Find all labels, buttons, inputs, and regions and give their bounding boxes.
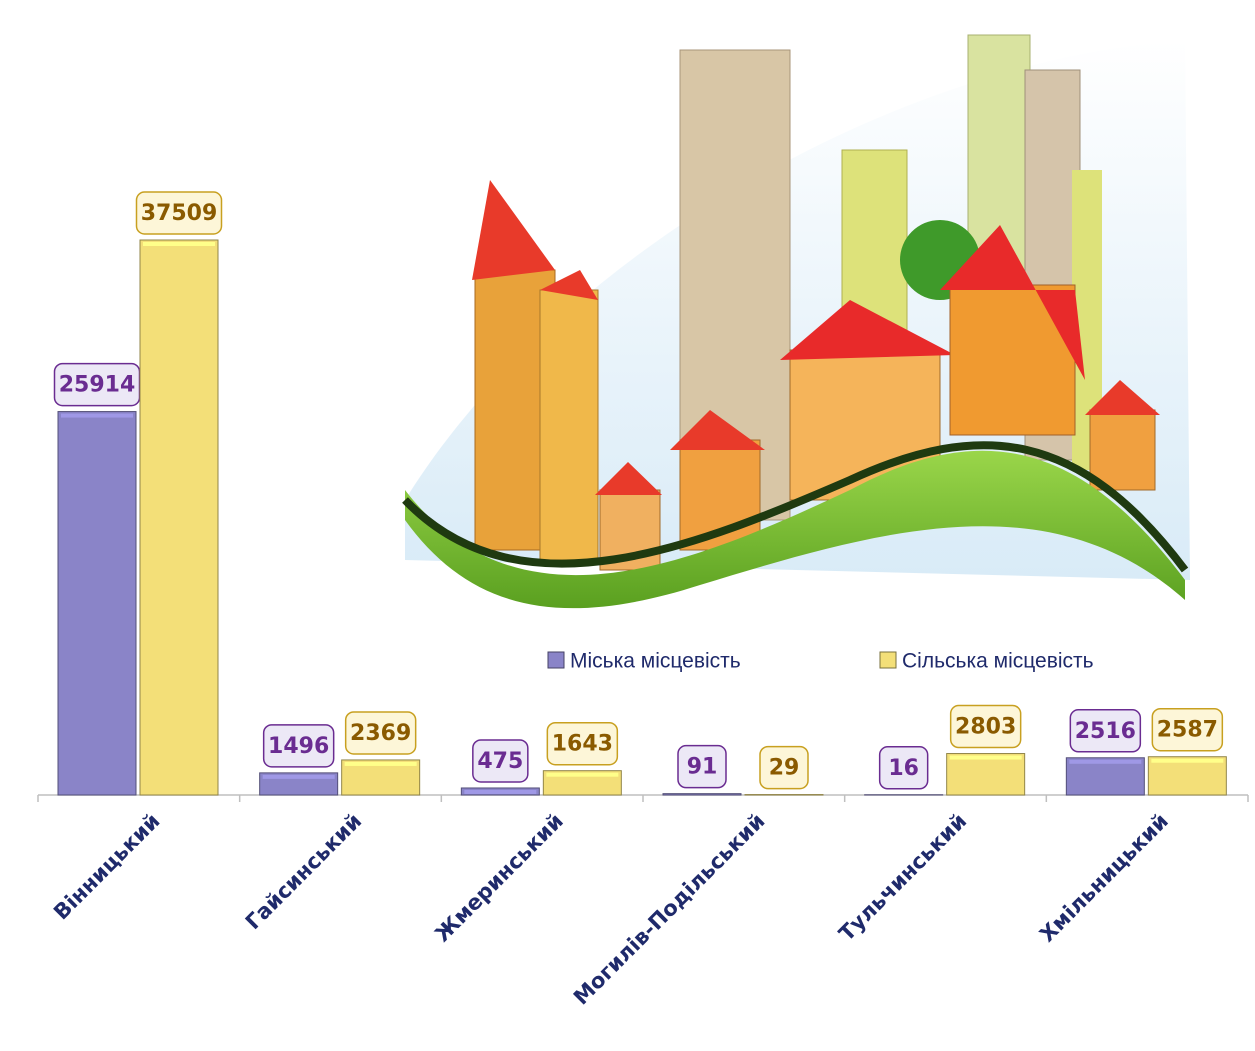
bar — [946, 753, 1026, 796]
x-tick-label: Вінницький — [49, 809, 165, 925]
city-illustration — [402, 34, 1190, 609]
data-label-box — [472, 739, 529, 783]
data-label: 475 — [477, 749, 523, 774]
bar — [139, 239, 219, 796]
data-label-box — [135, 191, 223, 235]
data-label-box — [878, 746, 929, 790]
x-tick-label: Гайсинський — [241, 809, 366, 934]
bar — [460, 787, 540, 796]
bar — [542, 770, 622, 796]
data-label: 2587 — [1157, 718, 1218, 743]
data-label-box — [344, 711, 417, 755]
data-label-box — [1151, 707, 1224, 752]
data-label: 1496 — [268, 734, 329, 759]
data-label-box — [1069, 709, 1142, 753]
data-label: 37509 — [141, 201, 218, 226]
data-label-box — [949, 704, 1022, 749]
data-label: 1643 — [552, 732, 613, 757]
bar — [1065, 757, 1145, 796]
bar — [57, 411, 137, 796]
data-label-box — [759, 745, 809, 790]
bar — [259, 772, 339, 796]
data-label: 91 — [687, 755, 718, 780]
x-tick-label: Тульчинський — [834, 809, 971, 946]
data-label: 2369 — [350, 721, 411, 746]
bar — [1147, 756, 1227, 796]
legend-label: Міська місцевість — [570, 650, 741, 673]
legend-swatch — [879, 651, 897, 669]
data-label: 25914 — [59, 373, 136, 398]
bar — [662, 793, 742, 796]
x-tick-label: Хмільницький — [1035, 809, 1173, 947]
data-label: 16 — [888, 756, 919, 781]
data-label: 29 — [769, 756, 800, 781]
data-label: 2516 — [1075, 719, 1136, 744]
legend-swatch — [547, 651, 565, 669]
data-label-box — [546, 721, 619, 766]
legend-label: Сільська місцевість — [902, 650, 1094, 673]
data-label-box — [262, 724, 335, 768]
x-tick-label: Могилів-Подільський — [569, 809, 770, 1010]
data-label-box — [677, 744, 727, 789]
data-label: 2803 — [955, 715, 1016, 740]
bar — [341, 759, 421, 796]
x-tick-label: Жмеринський — [430, 809, 568, 947]
